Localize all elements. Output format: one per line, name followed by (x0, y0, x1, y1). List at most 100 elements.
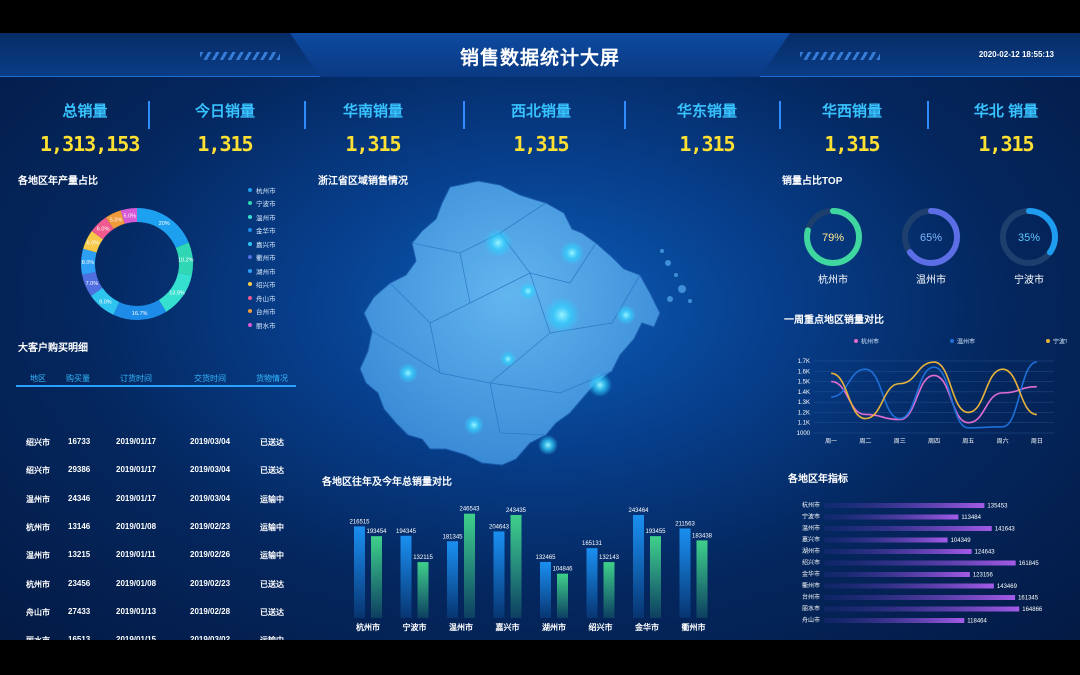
hbar-嘉兴市[interactable] (824, 537, 948, 543)
yearly-compare-title: 各地区往年及今年总销量对比 (322, 477, 452, 488)
donut-slice-丽水市[interactable] (120, 208, 137, 224)
table-row[interactable]: 温州市 13215 2019/01/11 2019/02/26 运输中 (16, 550, 296, 578)
kpi-label: 华东销量 (676, 103, 737, 120)
kpi-value: 1,315 (345, 132, 401, 156)
bar-value-label: 118464 (967, 619, 987, 625)
bar-嘉兴市-1[interactable] (510, 515, 522, 618)
bar-衢州市-1[interactable] (696, 540, 708, 618)
bar-value-label: 132465 (535, 555, 556, 561)
legend-label: 嘉兴市 (256, 241, 276, 249)
donut-slice-宁波市[interactable] (175, 242, 193, 276)
hbar-台州市[interactable] (824, 595, 1016, 600)
table-row[interactable]: 杭州市 13146 2019/01/08 2019/02/23 运输中 (16, 522, 296, 550)
hbar-衢州市[interactable] (824, 583, 994, 589)
line-legend-label[interactable]: 温州市 (957, 338, 975, 346)
bar-金华市-1[interactable] (650, 536, 661, 618)
donut-slice-金华市[interactable] (113, 299, 167, 320)
bar-湖州市-0[interactable] (540, 561, 551, 618)
table-cell: 24346 (68, 493, 91, 503)
table-row[interactable]: 温州市 24346 2019/01/17 2019/03/04 运输中 (16, 494, 296, 522)
table-cell: 已送达 (260, 466, 284, 476)
bar-湖州市-1[interactable] (557, 573, 568, 618)
table-cell: 23456 (68, 578, 91, 588)
legend-label: 舟山市 (256, 295, 276, 303)
x-tick-label: 嘉兴市 (495, 622, 520, 632)
bar-杭州市-1[interactable] (371, 536, 382, 618)
legend-dot-icon (248, 322, 252, 327)
hbar-湖州市[interactable] (824, 549, 972, 554)
x-tick-label: 周四 (928, 438, 940, 445)
legend-item[interactable]: 绍兴市 (248, 278, 276, 292)
gauge-温州市[interactable] (902, 208, 960, 266)
legend-item[interactable]: 温州市 (248, 210, 276, 224)
y-tick-label: 1.4K (798, 390, 810, 396)
table-cell: 2019/02/26 (190, 550, 231, 560)
datetime-display: 2020-02-12 18:55:13 (978, 50, 1054, 59)
kpi-value: 1,313,153 (40, 132, 140, 156)
bar-宁波市-0[interactable] (400, 535, 412, 618)
hbar-舟山市[interactable] (824, 618, 965, 623)
y-tick-label: 杭州市 (802, 501, 820, 509)
week-compare-title: 一周重点地区销量对比 (784, 315, 884, 326)
legend-dot-icon (854, 339, 858, 343)
legend-item[interactable]: 衢州市 (248, 251, 276, 265)
legend-item[interactable]: 湖州市 (248, 264, 276, 278)
kpi-east-sales: 华东销量 1,315 (662, 100, 752, 156)
column-header-region: 地区 (30, 374, 46, 383)
line-legend-label[interactable]: 宁波市 (1053, 338, 1067, 346)
bar-杭州市-0[interactable] (354, 526, 365, 618)
x-tick-label: 金华市 (634, 622, 659, 632)
donut-slice-label: 6.0% (87, 241, 100, 247)
line-series-杭州市[interactable] (831, 374, 1037, 424)
hbar-绍兴市[interactable] (824, 560, 1016, 566)
bar-温州市-1[interactable] (464, 513, 475, 618)
legend-item[interactable]: 金华市 (248, 224, 276, 238)
legend-item[interactable]: 台州市 (248, 305, 276, 319)
line-legend-label[interactable]: 杭州市 (861, 338, 879, 346)
table-row[interactable]: 舟山市 27433 2019/01/13 2019/02/28 已送达 (16, 607, 296, 635)
legend-item[interactable]: 舟山市 (248, 291, 276, 305)
x-tick-label: 周六 (997, 437, 1009, 445)
hbar-丽水市[interactable] (824, 606, 1020, 612)
legend-dot-icon (248, 187, 252, 192)
bar-衢州市-0[interactable] (679, 528, 691, 618)
table-cell: 2019/01/17 (116, 493, 157, 503)
donut-slice-温州市[interactable] (158, 272, 192, 312)
header-decoration-right (800, 52, 880, 60)
bar-绍兴市-0[interactable] (586, 548, 598, 618)
donut-slice-舟山市[interactable] (91, 217, 114, 240)
donut-slice-衢州市[interactable] (82, 272, 103, 296)
table-row[interactable]: 丽水市 16513 2019/01/15 2019/03/02 运输中 (16, 635, 296, 640)
legend-item[interactable]: 嘉兴市 (248, 237, 276, 251)
legend-item[interactable]: 杭州市 (248, 183, 276, 197)
legend-label: 湖州市 (256, 268, 276, 276)
line-series-温州市[interactable] (831, 361, 1038, 429)
gauge-杭州市[interactable] (804, 208, 862, 266)
bar-宁波市-1[interactable] (417, 562, 429, 618)
bar-金华市-0[interactable] (633, 514, 644, 618)
table-row[interactable]: 杭州市 23456 2019/01/08 2019/02/23 已送达 (16, 579, 296, 607)
hbar-温州市[interactable] (824, 526, 992, 531)
zhejiang-map[interactable] (350, 173, 730, 473)
donut-slice-湖州市[interactable] (81, 248, 97, 275)
legend-item[interactable]: 丽水市 (248, 318, 276, 332)
donut-slice-嘉兴市[interactable] (90, 287, 120, 315)
hbar-宁波市[interactable] (824, 514, 959, 520)
bar-嘉兴市-0[interactable] (493, 531, 505, 618)
donut-slice-台州市[interactable] (105, 210, 125, 230)
hbar-金华市[interactable] (824, 572, 970, 577)
line-series-宁波市[interactable] (830, 361, 1038, 420)
y-tick-label: 金华市 (802, 570, 820, 578)
kpi-separator (463, 101, 465, 129)
table-row[interactable]: 绍兴市 16733 2019/01/17 2019/03/04 已送达 (16, 437, 296, 465)
gauge-宁波市[interactable] (1000, 208, 1058, 266)
table-row[interactable]: 绍兴市 29386 2019/01/17 2019/03/04 已送达 (16, 465, 296, 493)
customer-table-title: 大客户购买明细 (18, 343, 88, 354)
bar-温州市-0[interactable] (447, 541, 458, 618)
donut-slice-杭州市[interactable] (137, 208, 189, 248)
donut-slice-绍兴市[interactable] (83, 231, 104, 253)
region-share-donut-chart: 20%10.2%13.9%16.7%9.0%7.0%8.0%6.0%6.0%5.… (81, 208, 194, 320)
hbar-杭州市[interactable] (824, 503, 985, 508)
legend-item[interactable]: 宁波市 (248, 197, 276, 211)
bar-绍兴市-1[interactable] (603, 562, 615, 618)
